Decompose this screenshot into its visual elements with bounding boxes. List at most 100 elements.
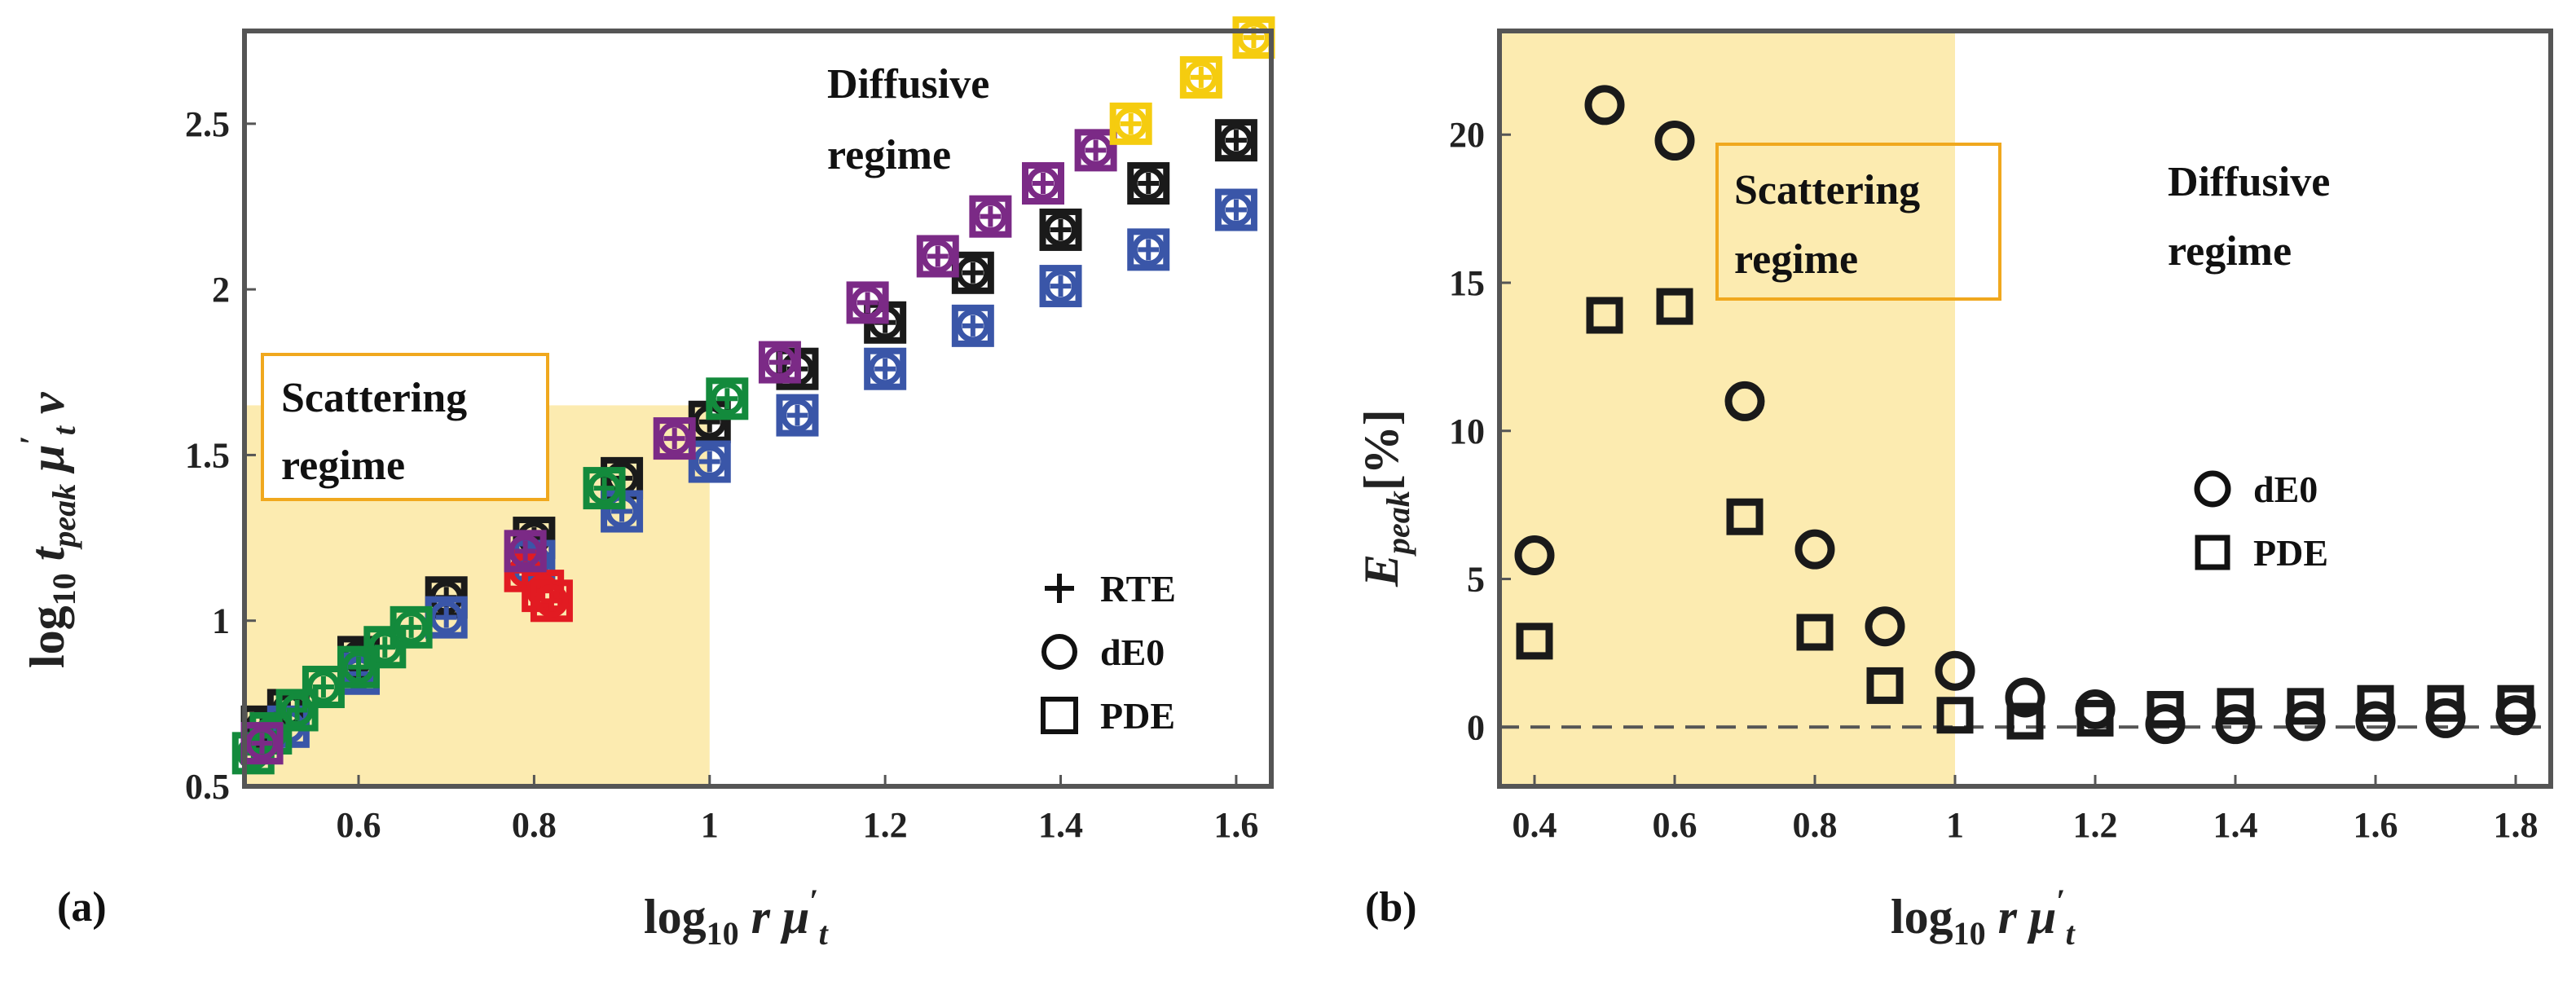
- y-tick-label: 10: [1449, 411, 1485, 451]
- data-point-rte: [312, 676, 334, 698]
- data-point-group: [504, 530, 547, 573]
- x-tick-label: 1.8: [2494, 805, 2539, 845]
- data-point-group: [1127, 228, 1170, 271]
- x-tick-label: 1: [1946, 805, 1964, 845]
- data-point-de0: [1219, 123, 1253, 157]
- data-point-de0: [1935, 650, 1975, 691]
- data-point-pde: [1796, 614, 1834, 651]
- data-point-de0: [851, 285, 885, 319]
- data-point-de0: [1079, 133, 1113, 167]
- data-point-rte: [1190, 66, 1212, 88]
- data-point-rte: [663, 428, 685, 450]
- legend-marker-de0: [2194, 470, 2231, 508]
- data-point-de0: [535, 583, 569, 618]
- panel-b-data-marks: [1514, 85, 2536, 745]
- data-point-rte: [716, 388, 738, 410]
- data-point-group: [688, 440, 731, 483]
- data-point-rte: [927, 245, 949, 267]
- scattering-label-line2: regime: [1734, 236, 1858, 283]
- data-point-group: [583, 467, 626, 510]
- data-point-pde: [846, 281, 889, 324]
- x-tick-label: 1.4: [2213, 805, 2258, 845]
- data-point-rte: [962, 262, 984, 284]
- legend-label: dE0: [1100, 632, 1165, 673]
- data-point-rte: [786, 404, 808, 426]
- data-point-pde: [1866, 667, 1904, 704]
- x-tick-label: 1.2: [2073, 805, 2118, 845]
- x-tick-label: 0.8: [1793, 805, 1838, 845]
- data-point-pde: [688, 440, 731, 483]
- legend-label: RTE: [1100, 568, 1176, 610]
- data-point-rte: [980, 205, 1002, 227]
- data-point-de0: [245, 726, 280, 760]
- data-point-pde: [1127, 162, 1170, 205]
- data-point-pde: [1109, 102, 1152, 145]
- y-tick-label: 0: [1467, 707, 1485, 747]
- x-tick-label: 1.6: [1213, 805, 1258, 845]
- x-tick-label: 1.2: [863, 805, 908, 845]
- data-point-rte: [962, 315, 984, 337]
- data-point-pde: [275, 689, 319, 732]
- scattering-label-line1: Scattering: [281, 375, 467, 421]
- scattering-annotation-box: [261, 353, 549, 501]
- data-point-de0: [2005, 677, 2045, 718]
- data-point-pde: [1022, 162, 1064, 205]
- data-point-de0: [1514, 535, 1555, 575]
- data-point-group: [1074, 129, 1117, 172]
- data-point-rte: [768, 351, 790, 373]
- data-point-rte: [514, 540, 536, 562]
- data-point-rte: [593, 477, 615, 500]
- x-tick-label: 1.6: [2354, 805, 2398, 845]
- data-point-group: [1109, 102, 1152, 145]
- data-point-pde: [2006, 702, 2044, 740]
- data-point-de0: [1865, 606, 1905, 647]
- data-point-de0: [394, 610, 429, 645]
- panel-b-ticks: 0.4 0.6 0.8 1 1.2 1.4 1.6 1.8 0 5 10 15 20: [1449, 115, 2539, 845]
- y-tick-label: 2.5: [185, 104, 230, 144]
- diffusive-label-line2: regime: [827, 132, 951, 178]
- y-tick-label: 2: [212, 270, 230, 310]
- data-point-group: [706, 377, 749, 420]
- panel-a-xlabel: log10 r μ′t: [644, 882, 830, 952]
- panel-b-xlabel: log10 r μ′t: [1891, 882, 2076, 952]
- legend-marker-pde: [2195, 535, 2230, 570]
- data-point-de0: [588, 471, 622, 505]
- scattering-annotation-box: [1715, 143, 2001, 301]
- data-point-group: [653, 417, 696, 460]
- y-tick-label: 1: [212, 601, 230, 641]
- data-point-rte: [540, 590, 562, 612]
- scattering-label-line2: regime: [281, 442, 405, 489]
- data-point-de0: [763, 345, 797, 380]
- panel-b-axes-frame: [1497, 29, 2553, 789]
- data-point-pde: [1074, 129, 1117, 172]
- data-point-rte: [1033, 173, 1054, 195]
- data-point-de0: [956, 256, 990, 290]
- data-point-group: [302, 666, 345, 709]
- legend-label: dE0: [2253, 469, 2318, 510]
- data-point-pde: [1726, 498, 1764, 535]
- data-point-de0: [1114, 107, 1148, 141]
- data-point-group: [776, 394, 819, 437]
- data-point-pde: [2287, 688, 2324, 725]
- y-tick-label: 20: [1449, 115, 1485, 155]
- data-point-rte: [435, 606, 457, 628]
- data-point-pde: [390, 605, 433, 649]
- data-point-rte: [1225, 199, 1247, 221]
- data-point-de0: [1026, 166, 1060, 200]
- data-point-group: [1039, 208, 1082, 251]
- data-point-de0: [1724, 381, 1765, 421]
- data-point-pde: [951, 304, 994, 347]
- y-tick-label: 0.5: [185, 767, 230, 807]
- legend-label: PDE: [1100, 695, 1175, 737]
- data-point-rte: [1050, 275, 1072, 297]
- panel-a-label: (a): [57, 884, 107, 931]
- legend-marker-de0: [1041, 634, 1077, 670]
- scattering-label-line1: Scattering: [1734, 167, 1920, 213]
- y-tick-label: 15: [1449, 263, 1485, 303]
- data-point-pde: [653, 417, 696, 460]
- data-point-pde: [583, 467, 626, 510]
- data-point-rte: [1085, 139, 1107, 161]
- data-point-de0: [1794, 529, 1835, 570]
- data-point-pde: [1214, 188, 1257, 231]
- data-point-pde: [2076, 699, 2114, 737]
